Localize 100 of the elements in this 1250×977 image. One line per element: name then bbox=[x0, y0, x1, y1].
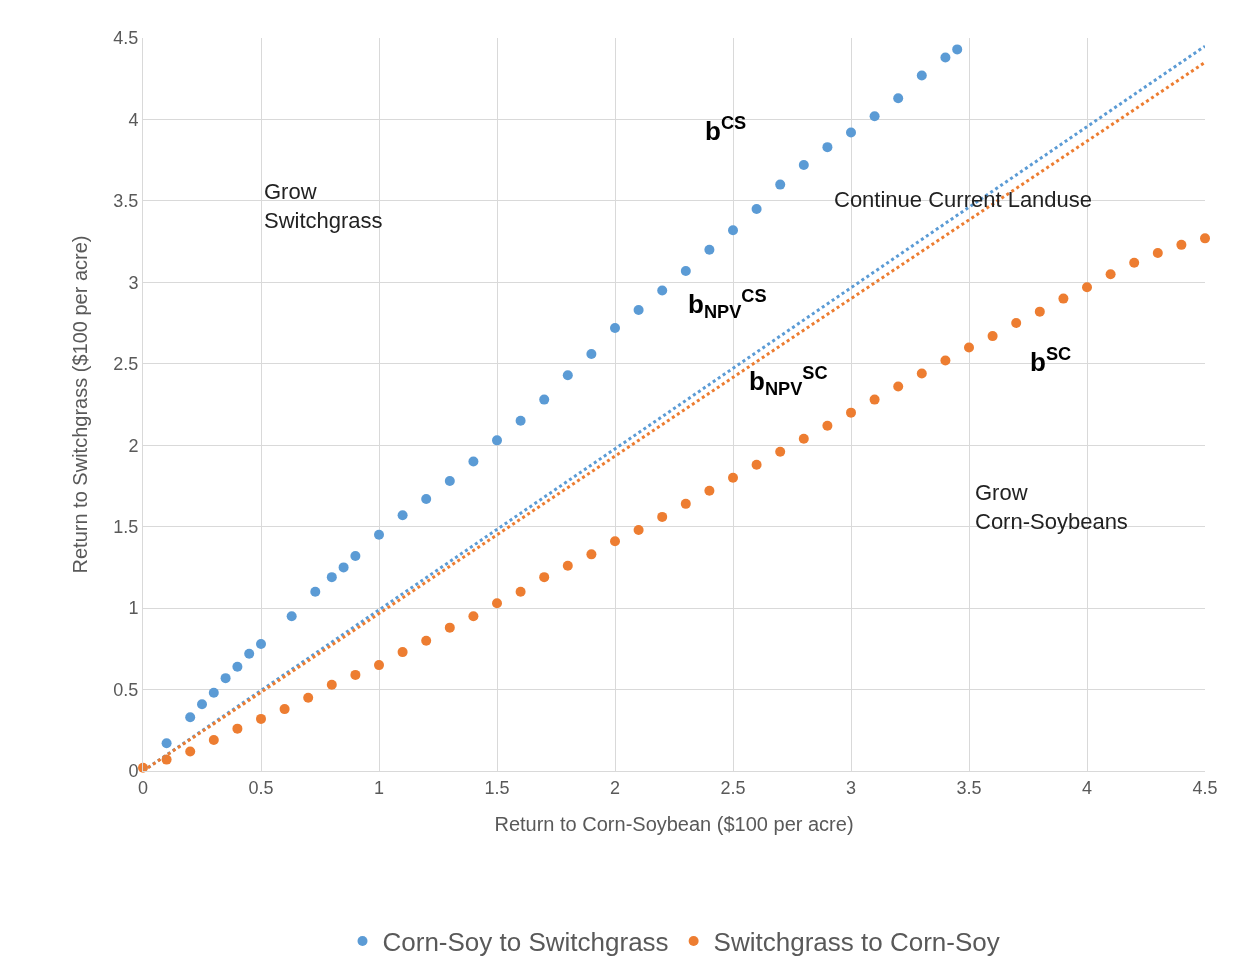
annotation: Grow Corn-Soybeans bbox=[975, 480, 1128, 534]
point bbox=[220, 673, 231, 684]
point bbox=[468, 456, 479, 467]
point bbox=[798, 160, 809, 171]
point bbox=[185, 746, 196, 757]
x-tick-label: 0.5 bbox=[248, 777, 274, 798]
y-tick-label: 0.5 bbox=[113, 679, 139, 700]
point bbox=[303, 692, 314, 703]
point bbox=[1058, 293, 1069, 304]
point bbox=[586, 549, 597, 560]
point bbox=[421, 635, 432, 646]
point bbox=[633, 524, 644, 535]
x-tick-label: 1 bbox=[373, 777, 385, 798]
x-tick-label: 3 bbox=[845, 777, 857, 798]
point bbox=[562, 560, 573, 571]
point bbox=[310, 586, 321, 597]
point bbox=[208, 735, 219, 746]
point bbox=[680, 265, 691, 276]
y-tick-label: 2.5 bbox=[113, 354, 139, 375]
y-tick-label: 3 bbox=[128, 272, 139, 293]
point bbox=[562, 370, 573, 381]
point bbox=[286, 611, 297, 622]
legend-label: Switchgrass to Corn-Soy bbox=[713, 927, 1000, 958]
point bbox=[610, 536, 620, 547]
point bbox=[1082, 282, 1092, 293]
point bbox=[704, 485, 715, 496]
point bbox=[798, 433, 809, 444]
y-tick-label: 1.5 bbox=[113, 516, 139, 537]
annotation: b$^{SC}$ bbox=[1030, 344, 1072, 377]
point bbox=[539, 572, 550, 583]
annotation: Grow Switchgrass bbox=[264, 179, 383, 233]
point bbox=[822, 142, 833, 153]
point bbox=[610, 322, 620, 333]
point bbox=[893, 93, 904, 104]
point bbox=[916, 70, 927, 81]
point bbox=[374, 660, 384, 671]
point bbox=[397, 647, 408, 658]
point bbox=[1034, 306, 1045, 317]
y-axis-title: Return to Switchgrass ($100 per acre) bbox=[68, 235, 91, 574]
point bbox=[515, 415, 526, 426]
point bbox=[1011, 318, 1022, 329]
point bbox=[421, 493, 432, 504]
point bbox=[964, 342, 974, 353]
point bbox=[515, 586, 526, 597]
point bbox=[256, 638, 266, 649]
point bbox=[751, 459, 762, 470]
point bbox=[1129, 257, 1140, 268]
point bbox=[350, 669, 361, 680]
point bbox=[987, 331, 998, 342]
point bbox=[1105, 269, 1116, 280]
point bbox=[728, 225, 738, 236]
point bbox=[680, 498, 691, 509]
point bbox=[397, 510, 408, 521]
annotation: b$^{CS}$ bbox=[705, 113, 747, 146]
point bbox=[846, 127, 856, 138]
point bbox=[822, 420, 833, 431]
point bbox=[444, 622, 455, 633]
x-tick-label: 2.5 bbox=[720, 777, 746, 798]
point bbox=[940, 355, 951, 366]
point bbox=[893, 381, 904, 392]
point bbox=[869, 394, 880, 405]
point bbox=[326, 679, 337, 690]
point bbox=[492, 435, 502, 446]
point bbox=[1176, 239, 1187, 250]
x-tick-label: 4 bbox=[1081, 777, 1093, 798]
point bbox=[208, 687, 219, 698]
point bbox=[916, 368, 927, 379]
point bbox=[869, 111, 880, 122]
point bbox=[633, 305, 644, 316]
y-tick-label: 4 bbox=[128, 109, 139, 130]
point bbox=[586, 349, 597, 359]
point bbox=[326, 572, 337, 583]
point bbox=[775, 446, 786, 457]
point bbox=[492, 598, 502, 609]
point bbox=[444, 476, 455, 487]
point bbox=[161, 738, 172, 749]
x-axis-title: Return to Corn-Soybean ($100 per acre) bbox=[494, 813, 854, 836]
point bbox=[256, 713, 266, 724]
y-tick-label: 0 bbox=[128, 761, 139, 782]
legend-label: Corn-Soy to Switchgrass bbox=[382, 927, 669, 958]
point bbox=[657, 285, 668, 296]
point bbox=[751, 204, 762, 215]
point bbox=[846, 407, 856, 418]
point bbox=[657, 511, 668, 522]
point bbox=[952, 44, 963, 55]
point bbox=[940, 52, 951, 63]
point bbox=[197, 699, 207, 710]
point bbox=[232, 723, 243, 734]
x-tick-label: 4.5 bbox=[1192, 777, 1218, 798]
point bbox=[704, 244, 715, 255]
x-tick-label: 1.5 bbox=[484, 777, 510, 798]
point bbox=[468, 611, 479, 622]
y-tick-label: 1 bbox=[128, 598, 139, 619]
point bbox=[185, 712, 196, 723]
point bbox=[350, 550, 361, 561]
point bbox=[244, 648, 255, 659]
x-tick-label: 2 bbox=[609, 777, 621, 798]
x-tick-label: 3.5 bbox=[956, 777, 982, 798]
point bbox=[1152, 248, 1163, 259]
y-tick-label: 2 bbox=[128, 435, 139, 456]
